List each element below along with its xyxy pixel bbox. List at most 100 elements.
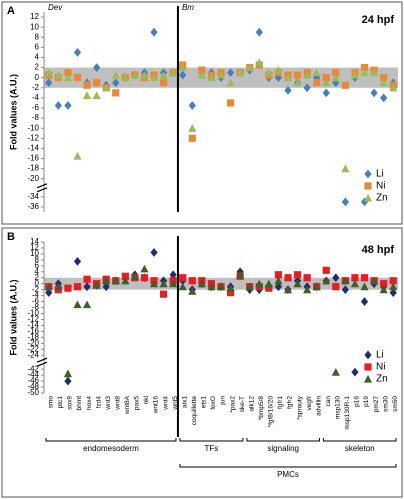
- point: [322, 74, 330, 82]
- x-tick-label: p16: [354, 396, 361, 407]
- x-tick-label: wnt16: [153, 396, 160, 415]
- point: [379, 78, 388, 87]
- point: [188, 134, 196, 142]
- point: [274, 73, 283, 83]
- point: [44, 68, 53, 77]
- x-tick-label: sm30: [382, 396, 389, 412]
- y-tick-label: -18: [27, 164, 39, 173]
- point: [149, 279, 159, 288]
- point: [245, 282, 254, 291]
- x-tick-label: wnt3: [105, 396, 112, 411]
- y-tick-label: 0: [35, 279, 40, 288]
- x-tick-label: hox4: [86, 396, 93, 410]
- point: [140, 71, 149, 79]
- x-tick-label: alx1: [181, 396, 188, 408]
- x-tick-label: wnt4: [162, 396, 169, 411]
- y-tick-label: -12: [27, 315, 39, 324]
- point: [322, 276, 331, 285]
- point: [140, 274, 149, 282]
- x-tick-label: p19: [363, 396, 370, 407]
- point: [121, 73, 130, 82]
- y-tick-label: -8: [32, 113, 40, 122]
- point: [369, 68, 379, 77]
- point: [130, 71, 139, 79]
- point: [350, 71, 360, 79]
- point: [102, 282, 110, 292]
- point: [207, 282, 216, 291]
- point: [370, 88, 378, 98]
- point: [188, 124, 197, 132]
- point: [197, 279, 206, 288]
- point: [350, 279, 360, 288]
- y-tick-label: -46: [27, 376, 39, 385]
- point: [293, 71, 302, 79]
- axis-break: [36, 361, 48, 367]
- point: [313, 79, 321, 87]
- y-tick-label: -16: [27, 326, 39, 335]
- legend-label: Li: [376, 169, 384, 180]
- y-tick-label: 12: [30, 243, 39, 252]
- y-tick-label: 8: [35, 32, 40, 41]
- y-tick-label: -16: [27, 154, 39, 163]
- point: [303, 274, 311, 282]
- panel-frame: [1, 1, 403, 225]
- x-tick-label: nkl: [143, 395, 150, 404]
- point: [73, 151, 82, 160]
- point: [303, 83, 311, 93]
- region-label: endomesoderm: [83, 444, 139, 453]
- point: [82, 91, 92, 99]
- x-tick-label: *fgf8/16/20: [268, 396, 275, 428]
- point: [351, 367, 359, 377]
- legend-label: Ni: [376, 362, 385, 373]
- y-tick-label: -2: [32, 285, 40, 294]
- panel-label: B: [7, 231, 15, 243]
- point: [284, 85, 292, 95]
- y-tick-label: -14: [27, 321, 39, 330]
- point: [159, 71, 168, 79]
- point: [341, 197, 349, 207]
- point: [54, 282, 63, 291]
- point: [236, 270, 245, 279]
- point: [380, 280, 388, 288]
- y-tick-label: -48: [27, 382, 39, 391]
- point: [322, 78, 331, 87]
- y-tick-label: -4: [32, 291, 40, 300]
- point: [360, 68, 369, 77]
- point: [178, 282, 187, 291]
- point: [369, 276, 379, 285]
- point: [274, 271, 283, 279]
- point: [169, 68, 178, 77]
- x-tick-label: ets1: [201, 396, 208, 409]
- point: [255, 58, 264, 67]
- x-tick-label: can: [325, 396, 332, 407]
- point: [226, 289, 235, 297]
- point: [341, 285, 349, 295]
- annotation: 24 hpf: [362, 14, 395, 26]
- point: [63, 73, 73, 82]
- x-tick-label: bhmt: [76, 396, 83, 411]
- point: [121, 276, 130, 285]
- point: [274, 66, 283, 74]
- y-tick-label: -36: [27, 202, 39, 211]
- legend-marker: [364, 350, 372, 360]
- y-tick-label: 4: [35, 53, 40, 62]
- y-tick-label: -10: [27, 123, 39, 132]
- point: [159, 279, 168, 288]
- point: [159, 290, 168, 298]
- y-tick-label: -34: [27, 192, 39, 201]
- point: [331, 73, 340, 82]
- point: [64, 376, 72, 386]
- point: [312, 282, 321, 291]
- point: [303, 71, 312, 79]
- point: [92, 281, 101, 289]
- y-tick-label: 8: [35, 255, 40, 264]
- legend-label: Ni: [376, 181, 385, 192]
- point: [322, 266, 330, 274]
- point: [45, 78, 53, 88]
- x-tick-label: ptc1: [57, 396, 64, 409]
- x-tick-label: msp130: [335, 396, 342, 420]
- x-tick-label: alk12: [248, 396, 255, 412]
- x-tick-label: ske-T: [239, 396, 246, 412]
- point: [73, 256, 82, 266]
